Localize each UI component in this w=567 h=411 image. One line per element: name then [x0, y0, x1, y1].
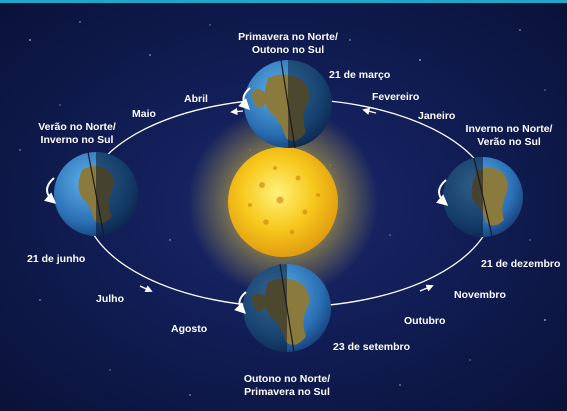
- earth-top: [238, 59, 332, 149]
- sun: [188, 107, 378, 297]
- month-label-janeiro: Janeiro: [418, 110, 456, 122]
- date-label-september: 23 de setembro: [333, 341, 411, 353]
- month-label-novembro: Novembro: [454, 289, 506, 301]
- season-label-bottom: Outono no Norte/ Primavera no Sul: [243, 373, 331, 398]
- season-label-left: Verão no Norte/ Inverno no Sul: [38, 121, 116, 146]
- top-accent-bar: [0, 0, 567, 3]
- month-label-fevereiro: Fevereiro: [372, 91, 420, 103]
- month-label-julho: Julho: [96, 293, 124, 305]
- stars: [19, 21, 546, 396]
- date-label-december: 21 de dezembro: [481, 258, 561, 270]
- month-label-abril: Abril: [184, 93, 208, 105]
- date-label-june: 21 de junho: [27, 253, 86, 265]
- month-label-maio: Maio: [132, 108, 156, 120]
- season-label-top: Primavera no Norte/ Outono no Sul: [238, 31, 338, 56]
- month-label-outubro: Outubro: [404, 315, 446, 327]
- month-label-agosto: Agosto: [171, 323, 208, 335]
- earth-right: [435, 157, 523, 237]
- season-label-right: Inverno no Norte/ Verão no Sul: [465, 123, 553, 148]
- orbit-arrows: [139, 107, 434, 293]
- earth-left: [43, 151, 138, 237]
- earth-bottom: [234, 263, 331, 353]
- date-label-march: 21 de março: [329, 69, 391, 81]
